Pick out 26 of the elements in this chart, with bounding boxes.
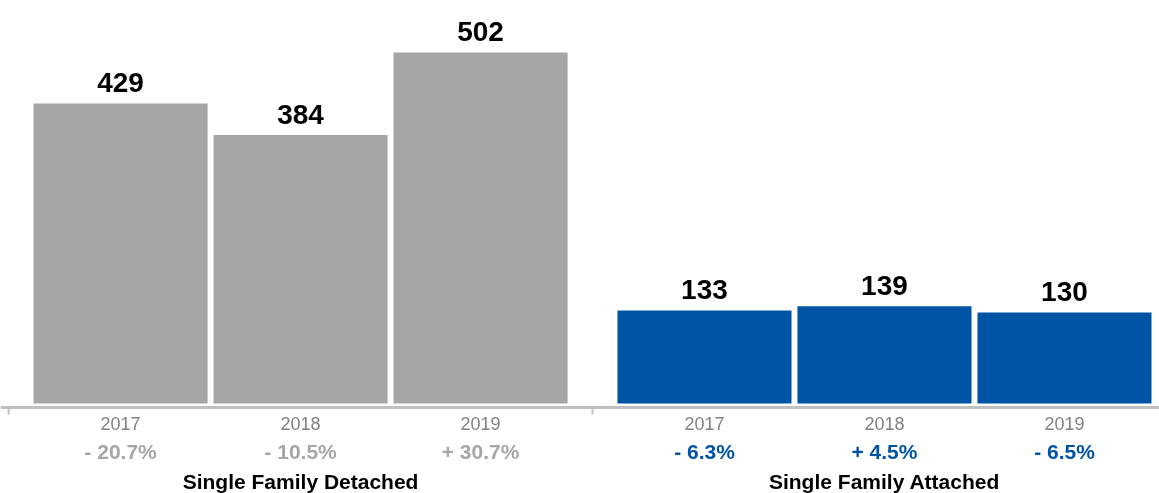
data-label: 139 — [861, 269, 908, 301]
x-tick-label: 2017 — [684, 414, 725, 434]
data-label: 133 — [681, 274, 728, 306]
x-tick-label: 2019 — [1044, 414, 1085, 434]
data-label: 130 — [1041, 276, 1088, 308]
bar — [33, 103, 208, 404]
x-tick-label: 2018 — [280, 414, 321, 434]
text: - 10.5% — [264, 440, 338, 463]
bar — [617, 310, 792, 404]
x-tick-label: 2018 — [864, 414, 905, 434]
bar — [393, 52, 568, 404]
text: + 30.7% — [441, 440, 520, 463]
text: Single Family Detached — [182, 470, 419, 493]
x-tick-label: 2019 — [460, 414, 501, 434]
text: - 6.3% — [674, 440, 736, 463]
text: + 4.5% — [851, 440, 918, 463]
data-label: 429 — [97, 67, 144, 99]
x-tick-label: 2017 — [100, 414, 141, 434]
text: - 20.7% — [84, 440, 158, 463]
data-label: 384 — [277, 98, 325, 130]
text: Single Family Attached — [768, 470, 1000, 493]
bar — [213, 135, 388, 404]
bar — [797, 306, 972, 404]
bar — [977, 312, 1152, 404]
data-label: 502 — [457, 16, 504, 47]
text: - 6.5% — [1034, 440, 1096, 463]
